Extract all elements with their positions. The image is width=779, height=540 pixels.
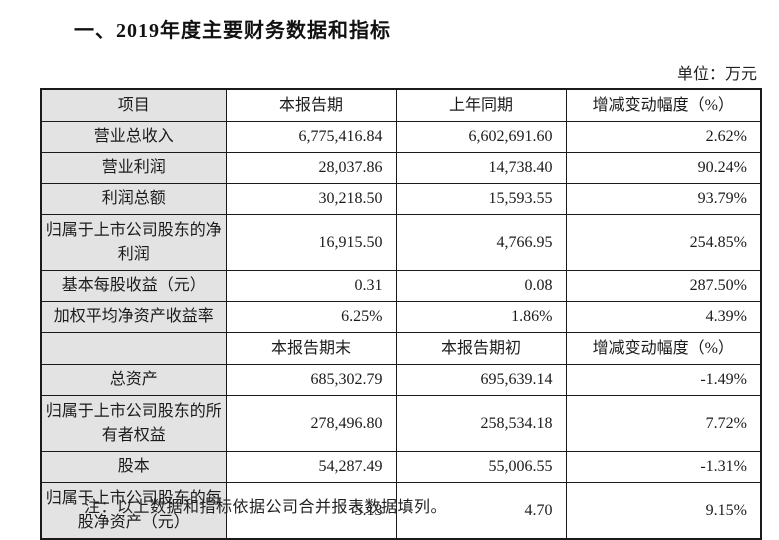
financial-data-table: 项目 本报告期 上年同期 增减变动幅度（%） 营业总收入 6,775,416.8… [40, 88, 762, 540]
column-header-period-end: 本报告期末 [225, 332, 397, 365]
row-label-cell: 归属于上市公司股东的净利润 [40, 214, 227, 271]
table-row: 归属于上市公司股东的净利润 16,915.50 4,766.95 254.85% [40, 214, 762, 271]
unit-label: 单位：万元 [676, 66, 757, 83]
page-title: 一、2019年度主要财务数据和指标 [74, 20, 391, 42]
change-cell: -1.49% [565, 364, 762, 396]
current-period-cell: 6.25% [225, 301, 397, 333]
table-row: 总资产 685,302.79 695,639.14 -1.49% [40, 364, 762, 396]
table-row: 营业利润 28,037.86 14,738.40 90.24% [40, 152, 762, 184]
period-begin-cell: 55,006.55 [395, 451, 567, 483]
prior-period-cell: 4,766.95 [395, 214, 567, 271]
period-end-cell: 685,302.79 [225, 364, 397, 396]
column-header-item: 项目 [40, 88, 227, 122]
change-cell: 90.24% [565, 152, 762, 184]
row-label-cell: 营业总收入 [40, 121, 227, 153]
column-header-change: 增减变动幅度（%） [565, 88, 762, 122]
column-header-item-empty [40, 332, 227, 365]
current-period-cell: 6,775,416.84 [225, 121, 397, 153]
change-cell: 9.15% [565, 482, 762, 540]
table-row: 基本每股收益（元） 0.31 0.08 287.50% [40, 270, 762, 302]
current-period-cell: 30,218.50 [225, 183, 397, 215]
column-header-prior-period: 上年同期 [395, 88, 567, 122]
change-cell: -1.31% [565, 451, 762, 483]
table-row: 加权平均净资产收益率 6.25% 1.86% 4.39% [40, 301, 762, 333]
table-row: 利润总额 30,218.50 15,593.55 93.79% [40, 183, 762, 215]
row-label-cell: 加权平均净资产收益率 [40, 301, 227, 333]
prior-period-cell: 1.86% [395, 301, 567, 333]
row-label-cell: 营业利润 [40, 152, 227, 184]
period-begin-cell: 695,639.14 [395, 364, 567, 396]
table-row: 股本 54,287.49 55,006.55 -1.31% [40, 451, 762, 483]
change-cell: 4.39% [565, 301, 762, 333]
row-label-cell: 利润总额 [40, 183, 227, 215]
table-row: 归属于上市公司股东的所有者权益 278,496.80 258,534.18 7.… [40, 395, 762, 452]
table-header-row-period: 项目 本报告期 上年同期 增减变动幅度（%） [40, 88, 762, 122]
current-period-cell: 0.31 [225, 270, 397, 302]
change-cell: 254.85% [565, 214, 762, 271]
footnote: 注：以上数据和指标依据公司合并报表数据填列。 [84, 499, 448, 516]
period-end-cell: 278,496.80 [225, 395, 397, 452]
prior-period-cell: 6,602,691.60 [395, 121, 567, 153]
period-end-cell: 54,287.49 [225, 451, 397, 483]
table-row: 营业总收入 6,775,416.84 6,602,691.60 2.62% [40, 121, 762, 153]
prior-period-cell: 0.08 [395, 270, 567, 302]
row-label-cell: 总资产 [40, 364, 227, 396]
current-period-cell: 16,915.50 [225, 214, 397, 271]
change-cell: 93.79% [565, 183, 762, 215]
prior-period-cell: 14,738.40 [395, 152, 567, 184]
change-cell: 287.50% [565, 270, 762, 302]
row-label-cell: 基本每股收益（元） [40, 270, 227, 302]
row-label-cell: 归属于上市公司股东的所有者权益 [40, 395, 227, 452]
prior-period-cell: 15,593.55 [395, 183, 567, 215]
table-header-row-balance: 本报告期末 本报告期初 增减变动幅度（%） [40, 332, 762, 365]
column-header-change: 增减变动幅度（%） [565, 332, 762, 365]
change-cell: 7.72% [565, 395, 762, 452]
row-label-cell: 股本 [40, 451, 227, 483]
current-period-cell: 28,037.86 [225, 152, 397, 184]
column-header-period-begin: 本报告期初 [395, 332, 567, 365]
column-header-current-period: 本报告期 [225, 88, 397, 122]
change-cell: 2.62% [565, 121, 762, 153]
period-begin-cell: 258,534.18 [395, 395, 567, 452]
